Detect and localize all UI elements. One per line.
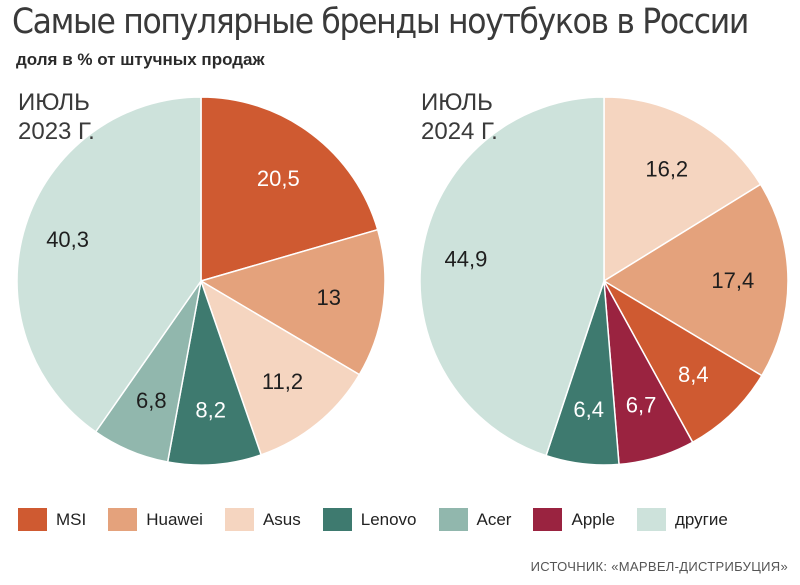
pie-2024-label-apple: 6,7 xyxy=(626,392,657,417)
pie-2024-title-line2: 2024 Г. xyxy=(421,118,498,145)
legend-label-msi: MSI xyxy=(56,509,87,529)
pie-2024-label-asus: 16,2 xyxy=(645,157,688,182)
pie-2023-title-line2: 2023 Г. xyxy=(18,118,95,145)
pie-chart-2023: 20,5 13 11,2 8,2 6,8 40,3 xyxy=(16,96,386,466)
legend-swatch-acer xyxy=(438,508,468,531)
legend: MSI Huawei Asus Lenovo Acer Apple другие xyxy=(18,508,750,531)
legend-item-lenovo: Lenovo xyxy=(322,508,417,531)
legend-label-apple: Apple xyxy=(571,509,615,529)
pie-2023-title-line1: ИЮЛЬ xyxy=(18,89,90,116)
chart-title: Самые популярные бренды ноутбуков в Росс… xyxy=(12,2,749,42)
pie-2023-label-asus: 11,2 xyxy=(262,369,303,394)
pie-2023-label-acer: 6,8 xyxy=(136,388,167,413)
legend-item-other: другие xyxy=(636,508,728,531)
pie-2024-slice-msi xyxy=(602,278,763,444)
chart-subtitle: доля в % от штучных продаж xyxy=(16,50,265,69)
legend-label-asus: Asus xyxy=(262,509,301,529)
pie-charts: 20,5 13 11,2 8,2 6,8 40,3 16,2 17,4 8,4 6,7 6,4 44… xyxy=(16,89,789,466)
pie-2023-label-lenovo: 8,2 xyxy=(195,397,226,422)
legend-swatch-lenovo xyxy=(322,508,352,531)
pie-2024-label-other: 44,9 xyxy=(445,247,488,272)
pie-chart-2024: 16,2 17,4 8,4 6,7 6,4 44,9 xyxy=(419,96,789,466)
pie-2023-label-msi: 20,5 xyxy=(257,166,300,191)
pie-2024-label-msi: 8,4 xyxy=(678,362,709,387)
pie-2024-title-line1: ИЮЛЬ xyxy=(421,89,493,116)
pie-2024-label-huawei: 17,4 xyxy=(711,268,754,293)
pie-2023-label-other: 40,3 xyxy=(46,227,89,252)
pie-2023-slice-huawei xyxy=(199,228,386,376)
pie-2023-slice-msi xyxy=(200,96,379,282)
pie-2023-slice-lenovo xyxy=(166,278,263,466)
legend-item-msi: MSI xyxy=(18,508,86,531)
legend-swatch-apple xyxy=(533,508,563,531)
legend-label-lenovo: Lenovo xyxy=(360,509,417,529)
legend-item-apple: Apple xyxy=(533,508,615,531)
legend-label-huawei: Huawei xyxy=(146,509,203,529)
pie-2024-slice-other xyxy=(419,96,605,457)
legend-item-asus: Asus xyxy=(224,508,301,531)
pie-2023-slice-other xyxy=(16,96,202,433)
pie-2024-slice-huawei xyxy=(602,183,789,377)
legend-item-acer: Acer xyxy=(438,508,512,531)
legend-label-other: другие xyxy=(674,509,728,529)
legend-swatch-huawei xyxy=(108,508,138,531)
legend-label-acer: Acer xyxy=(476,509,512,529)
pie-2024-slice-asus xyxy=(603,96,762,283)
legend-swatch-other xyxy=(636,508,666,531)
legend-swatch-asus xyxy=(224,508,254,531)
pie-2023-slice-asus xyxy=(199,279,361,456)
pie-2024-label-lenovo: 6,4 xyxy=(573,397,604,422)
legend-swatch-msi xyxy=(18,508,47,531)
pie-2023-label-huawei: 13 xyxy=(317,285,341,310)
source-note: ИСТОЧНИК: «МАРВЕЛ-ДИСТРИБУЦИЯ» xyxy=(530,559,788,574)
legend-item-huawei: Huawei xyxy=(108,508,203,531)
